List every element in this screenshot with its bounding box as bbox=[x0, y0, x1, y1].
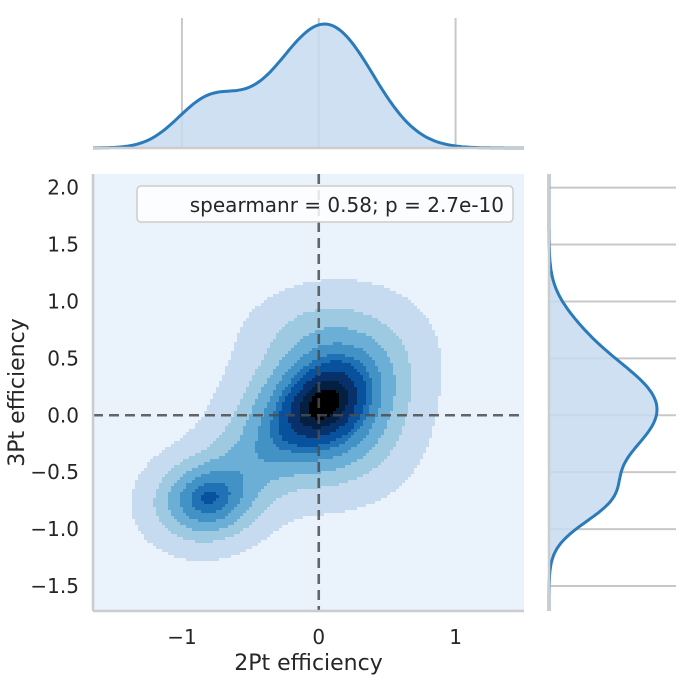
x-axis-ticks: −1 0 1 bbox=[167, 625, 462, 649]
top-marginal bbox=[93, 18, 524, 150]
y-axis-label: 3Pt efficiency bbox=[5, 318, 30, 467]
legend-box bbox=[136, 185, 514, 223]
y-tick-label: −1.5 bbox=[30, 574, 79, 598]
y-tick-label: 0.5 bbox=[47, 346, 79, 370]
legend-annotation: spearmanr = 0.58; p = 2.7e-10 bbox=[190, 193, 504, 217]
right-marginal bbox=[547, 174, 676, 611]
legend: spearmanr = 0.58; p = 2.7e-10 bbox=[136, 185, 514, 223]
x-tick-label: −1 bbox=[167, 625, 196, 649]
y-tick-label: 0.0 bbox=[47, 403, 79, 427]
x-axis-label: 2Pt efficiency bbox=[234, 651, 383, 676]
y-axis-ticks: −1.5 −1.0 −0.5 0.0 0.5 1.0 1.5 2.0 bbox=[30, 176, 79, 598]
right-marginal-density-fill bbox=[549, 174, 657, 611]
x-tick-label: 1 bbox=[449, 625, 462, 649]
y-tick-label: 1.5 bbox=[47, 233, 79, 257]
main-plot: −1 0 1 −1.5 −1.0 −0.5 0.0 0.5 1.0 1.5 2.0 2Pt eff… bbox=[5, 174, 524, 676]
kde-contour-level-9 bbox=[309, 390, 339, 420]
top-marginal-density-line bbox=[93, 22, 524, 150]
y-tick-label: 2.0 bbox=[47, 176, 79, 200]
y-tick-label: −0.5 bbox=[30, 460, 79, 484]
kde-contours bbox=[132, 279, 441, 561]
y-tick-label: −1.0 bbox=[30, 517, 79, 541]
y-tick-label: 1.0 bbox=[47, 289, 79, 313]
top-marginal-density-fill bbox=[93, 24, 524, 148]
x-tick-label: 0 bbox=[312, 625, 325, 649]
